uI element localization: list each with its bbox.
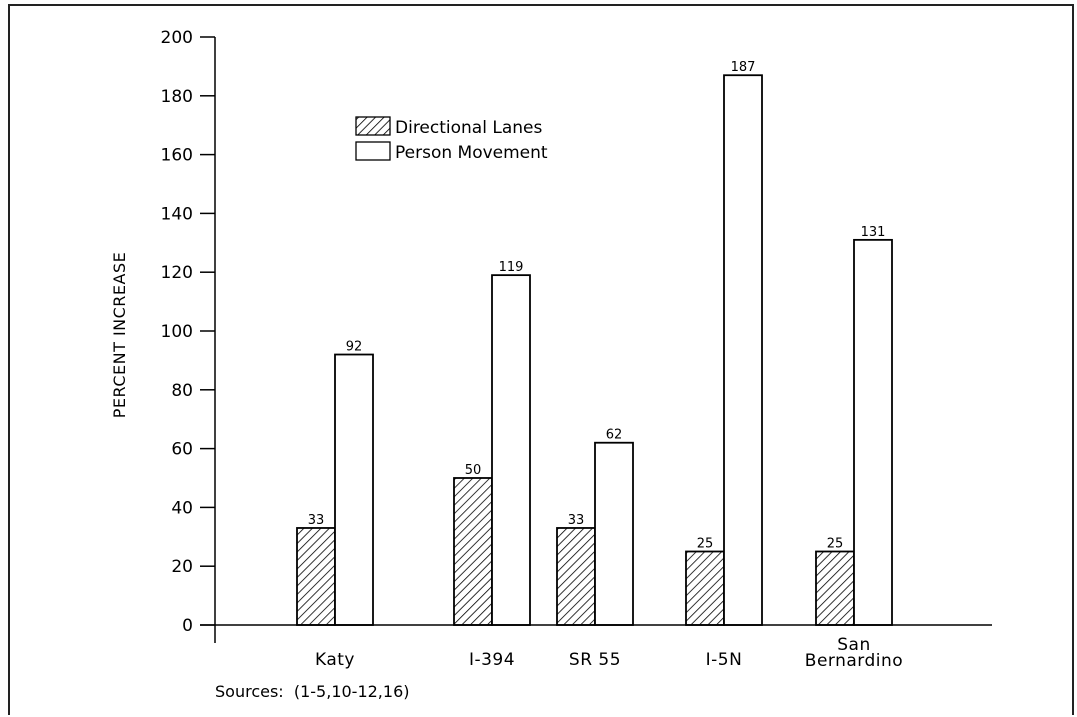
bar-value-label: 33 bbox=[308, 513, 325, 528]
bar-value-label: 131 bbox=[861, 225, 886, 240]
x-category-label: I-5N bbox=[706, 650, 743, 670]
y-tick-label: 180 bbox=[161, 87, 193, 107]
x-category-label: Bernardino bbox=[805, 651, 903, 671]
bar-value-label: 50 bbox=[465, 463, 482, 478]
bars: 33 92 50 119 33 62 25 187 25 131 bbox=[296, 60, 893, 626]
bar-person-movement bbox=[594, 441, 634, 626]
bar-directional-lanes bbox=[815, 550, 855, 626]
legend-label-directional-lanes: Directional Lanes bbox=[395, 118, 542, 138]
chart-frame bbox=[8, 4, 1074, 715]
legend: Directional Lanes Person Movement bbox=[355, 116, 548, 163]
bar-value-label: 92 bbox=[346, 340, 363, 355]
y-tick-label: 60 bbox=[171, 440, 193, 460]
bar-value-label: 33 bbox=[568, 513, 585, 528]
y-tick-label: 140 bbox=[161, 204, 193, 224]
y-axis: 0 20 40 60 80 100 120 140 160 180 200 bbox=[161, 28, 216, 643]
bar-person-movement bbox=[723, 74, 763, 626]
y-tick-label: 200 bbox=[161, 28, 193, 48]
legend-swatch-person-movement bbox=[355, 141, 391, 161]
bar-value-label: 62 bbox=[606, 428, 623, 443]
y-tick-label: 0 bbox=[182, 616, 193, 636]
bar-directional-lanes bbox=[296, 527, 336, 626]
bar-value-label: 25 bbox=[697, 537, 714, 552]
bar-person-movement bbox=[853, 238, 893, 626]
bar-directional-lanes bbox=[685, 550, 725, 626]
y-axis-title: PERCENT INCREASE bbox=[110, 252, 129, 418]
source-note: Sources: (1-5,10-12,16) bbox=[215, 682, 410, 701]
x-category-label: San bbox=[837, 635, 870, 655]
bar-person-movement bbox=[334, 353, 374, 626]
y-tick-label: 120 bbox=[161, 263, 193, 283]
bar-directional-lanes bbox=[556, 527, 596, 626]
x-category-label: Katy bbox=[315, 650, 355, 670]
y-tick-label: 80 bbox=[171, 381, 193, 401]
legend-label-person-movement: Person Movement bbox=[395, 143, 548, 163]
bar-directional-lanes bbox=[453, 477, 493, 626]
legend-swatch-directional-lanes bbox=[355, 116, 391, 136]
y-tick-label: 160 bbox=[161, 146, 193, 166]
bar-value-label: 119 bbox=[499, 260, 524, 275]
bar-value-label: 187 bbox=[731, 60, 756, 75]
y-tick-label: 40 bbox=[171, 498, 193, 518]
bar-value-label: 25 bbox=[827, 537, 844, 552]
x-category-label: I-394 bbox=[469, 650, 515, 670]
y-tick-label: 20 bbox=[171, 557, 193, 577]
x-category-label: SR 55 bbox=[569, 650, 621, 670]
y-tick-label: 100 bbox=[161, 322, 193, 342]
bar-person-movement bbox=[491, 274, 531, 626]
